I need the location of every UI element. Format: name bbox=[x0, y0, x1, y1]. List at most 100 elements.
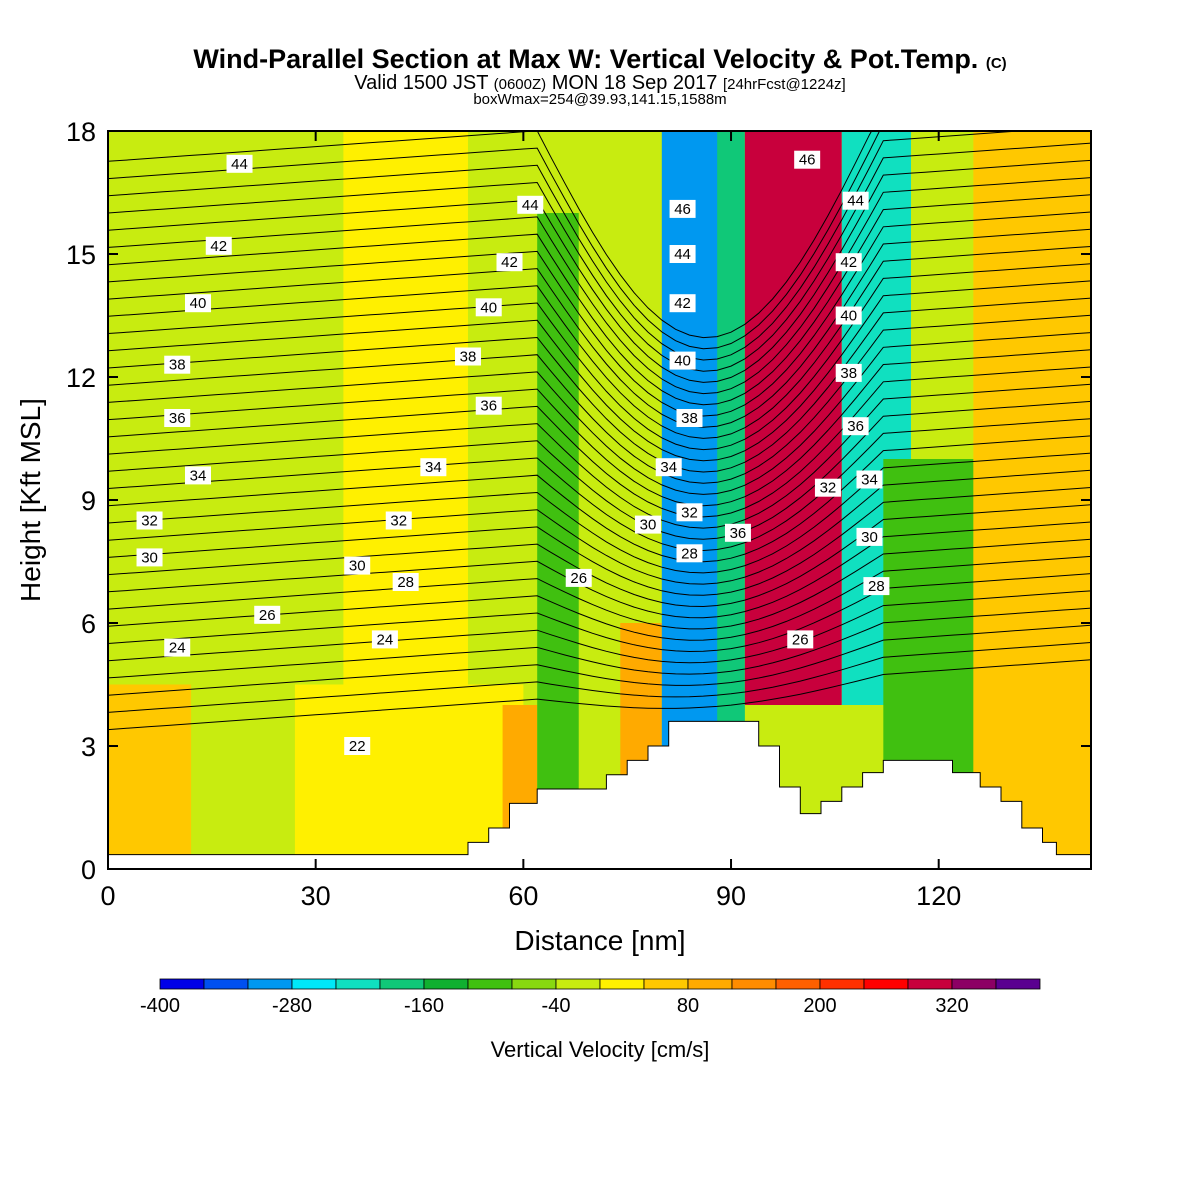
contour-label-bg bbox=[254, 605, 281, 624]
contour-label-bg bbox=[420, 458, 447, 477]
colorbar-title: Vertical Velocity [cm/s] bbox=[491, 1037, 710, 1062]
colorbar-swatch bbox=[731, 978, 777, 990]
y-tick-label: 3 bbox=[81, 732, 96, 762]
contour-label: 26 bbox=[565, 568, 592, 587]
contour-label: 44 bbox=[842, 191, 869, 210]
contour-label-bg bbox=[856, 527, 883, 546]
contour-label: 40 bbox=[475, 298, 502, 317]
colorbar-label: 320 bbox=[935, 995, 968, 1017]
contour-label-text: 42 bbox=[210, 238, 227, 255]
contour-label-bg bbox=[184, 294, 211, 313]
isentrope-26 bbox=[108, 211, 1091, 417]
contour-label-bg bbox=[184, 466, 211, 485]
isentrope-9 bbox=[108, 504, 1091, 608]
contour-label-bg bbox=[669, 294, 696, 313]
colorbar-swatch bbox=[863, 978, 909, 990]
contour-label-text: 34 bbox=[660, 459, 677, 476]
x-tick-label: 90 bbox=[716, 881, 746, 911]
contour-labels: 44 44 42 42 40 40 38 38 36 36 34 34 32 32 30 30 28 26 26 24… bbox=[136, 150, 890, 755]
contour-label-text: 42 bbox=[501, 254, 518, 271]
isentrope-11 bbox=[108, 469, 1091, 585]
contour-label: 32 bbox=[676, 503, 703, 522]
contour-label-bg bbox=[655, 458, 682, 477]
valid-utc: (0600Z) bbox=[493, 76, 547, 93]
contour-label-bg bbox=[669, 351, 696, 370]
contour-label: 36 bbox=[475, 396, 502, 415]
isentrope-17 bbox=[108, 366, 1091, 518]
contour-label: 36 bbox=[164, 409, 191, 427]
isentrope-1 bbox=[108, 642, 1091, 713]
contour-label-text: 26 bbox=[792, 631, 809, 648]
velocity-band-12 bbox=[973, 131, 1091, 869]
box-wmax-line: boxWmax=254@39.93,141.15,1588m bbox=[473, 91, 727, 108]
velocity-band-0 bbox=[108, 684, 192, 869]
velocity-band-2 bbox=[294, 684, 524, 869]
contour-label-bg bbox=[676, 503, 703, 522]
colorbar-swatch bbox=[379, 978, 425, 990]
contour-label-text: 30 bbox=[640, 517, 657, 534]
colorbar-label: -280 bbox=[272, 995, 312, 1017]
contour-label-bg bbox=[454, 347, 481, 366]
contour-label-text: 30 bbox=[141, 549, 158, 566]
colorbar-label: 200 bbox=[803, 995, 836, 1017]
contour-label: 38 bbox=[676, 409, 703, 427]
contour-label-text: 38 bbox=[840, 365, 857, 382]
contour-label: 46 bbox=[669, 199, 696, 218]
title-main: Wind-Parallel Section at Max W: Vertical… bbox=[193, 44, 979, 74]
y-tick-label: 9 bbox=[81, 486, 96, 516]
potential-temperature-contours bbox=[108, 131, 1091, 731]
contour-label-bg bbox=[814, 478, 841, 497]
contour-label-bg bbox=[496, 253, 523, 272]
contour-label-text: 40 bbox=[480, 299, 497, 316]
contour-label-text: 30 bbox=[861, 529, 878, 546]
x-tick-label: 0 bbox=[100, 881, 115, 911]
isentrope-28 bbox=[108, 177, 1091, 395]
isentrope-0 bbox=[108, 659, 1091, 731]
x-tick-label: 60 bbox=[508, 881, 538, 911]
contour-label: 40 bbox=[835, 306, 862, 325]
colorbar-swatch bbox=[423, 978, 469, 990]
contour-label-bg bbox=[676, 409, 703, 427]
contour-label-bg bbox=[787, 630, 814, 649]
forecast-info: [24hrFcst@1224z] bbox=[722, 76, 846, 93]
colorbar: -400 -280 -160 -40 80 200 320 bbox=[140, 978, 1041, 1017]
colorbar-swatch bbox=[819, 978, 865, 990]
contour-label-bg bbox=[136, 511, 163, 530]
contour-label-text: 44 bbox=[847, 193, 864, 210]
valid-date: MON 18 Sep 2017 bbox=[551, 72, 718, 94]
isentrope-32 bbox=[108, 131, 881, 350]
contour-label-bg bbox=[724, 523, 751, 542]
contour-label-text: 28 bbox=[681, 545, 698, 562]
copyright-mark: (C) bbox=[985, 55, 1007, 72]
contour-label-text: 44 bbox=[231, 156, 248, 173]
isentrope-25 bbox=[108, 228, 1091, 428]
contour-label-text: 46 bbox=[799, 152, 816, 169]
isentrope-23 bbox=[108, 263, 1091, 451]
contour-label-text: 32 bbox=[141, 513, 158, 530]
colorbar-swatch bbox=[511, 978, 557, 990]
contour-label: 38 bbox=[454, 347, 481, 366]
y-axis-title: Height [Kft MSL] bbox=[15, 398, 46, 602]
contour-label: 38 bbox=[164, 355, 191, 374]
contour-label-text: 40 bbox=[674, 353, 691, 370]
contour-label: 44 bbox=[226, 154, 253, 173]
contour-label-bg bbox=[392, 573, 419, 591]
contour-label-text: 34 bbox=[190, 467, 207, 484]
contour-label: 28 bbox=[392, 573, 419, 591]
contour-label: 30 bbox=[634, 515, 661, 534]
colorbar-swatch bbox=[907, 978, 953, 990]
valid-time-line: Valid 1500 JST (0600Z) MON 18 Sep 2017 [… bbox=[0, 72, 1200, 95]
contour-label: 30 bbox=[344, 556, 371, 575]
contour-label: 26 bbox=[787, 630, 814, 649]
isentrope-21 bbox=[108, 297, 1091, 473]
contour-label-bg bbox=[385, 511, 412, 530]
valid-time: Valid 1500 JST bbox=[354, 72, 489, 94]
isentrope-7 bbox=[108, 538, 1091, 630]
contour-label: 32 bbox=[385, 511, 412, 530]
contour-label-text: 24 bbox=[169, 640, 186, 657]
chart-title: Wind-Parallel Section at Max W: Vertical… bbox=[0, 44, 1200, 75]
contour-label-bg bbox=[371, 630, 398, 649]
contour-label-bg bbox=[226, 154, 253, 173]
isentrope-13 bbox=[108, 435, 1091, 563]
